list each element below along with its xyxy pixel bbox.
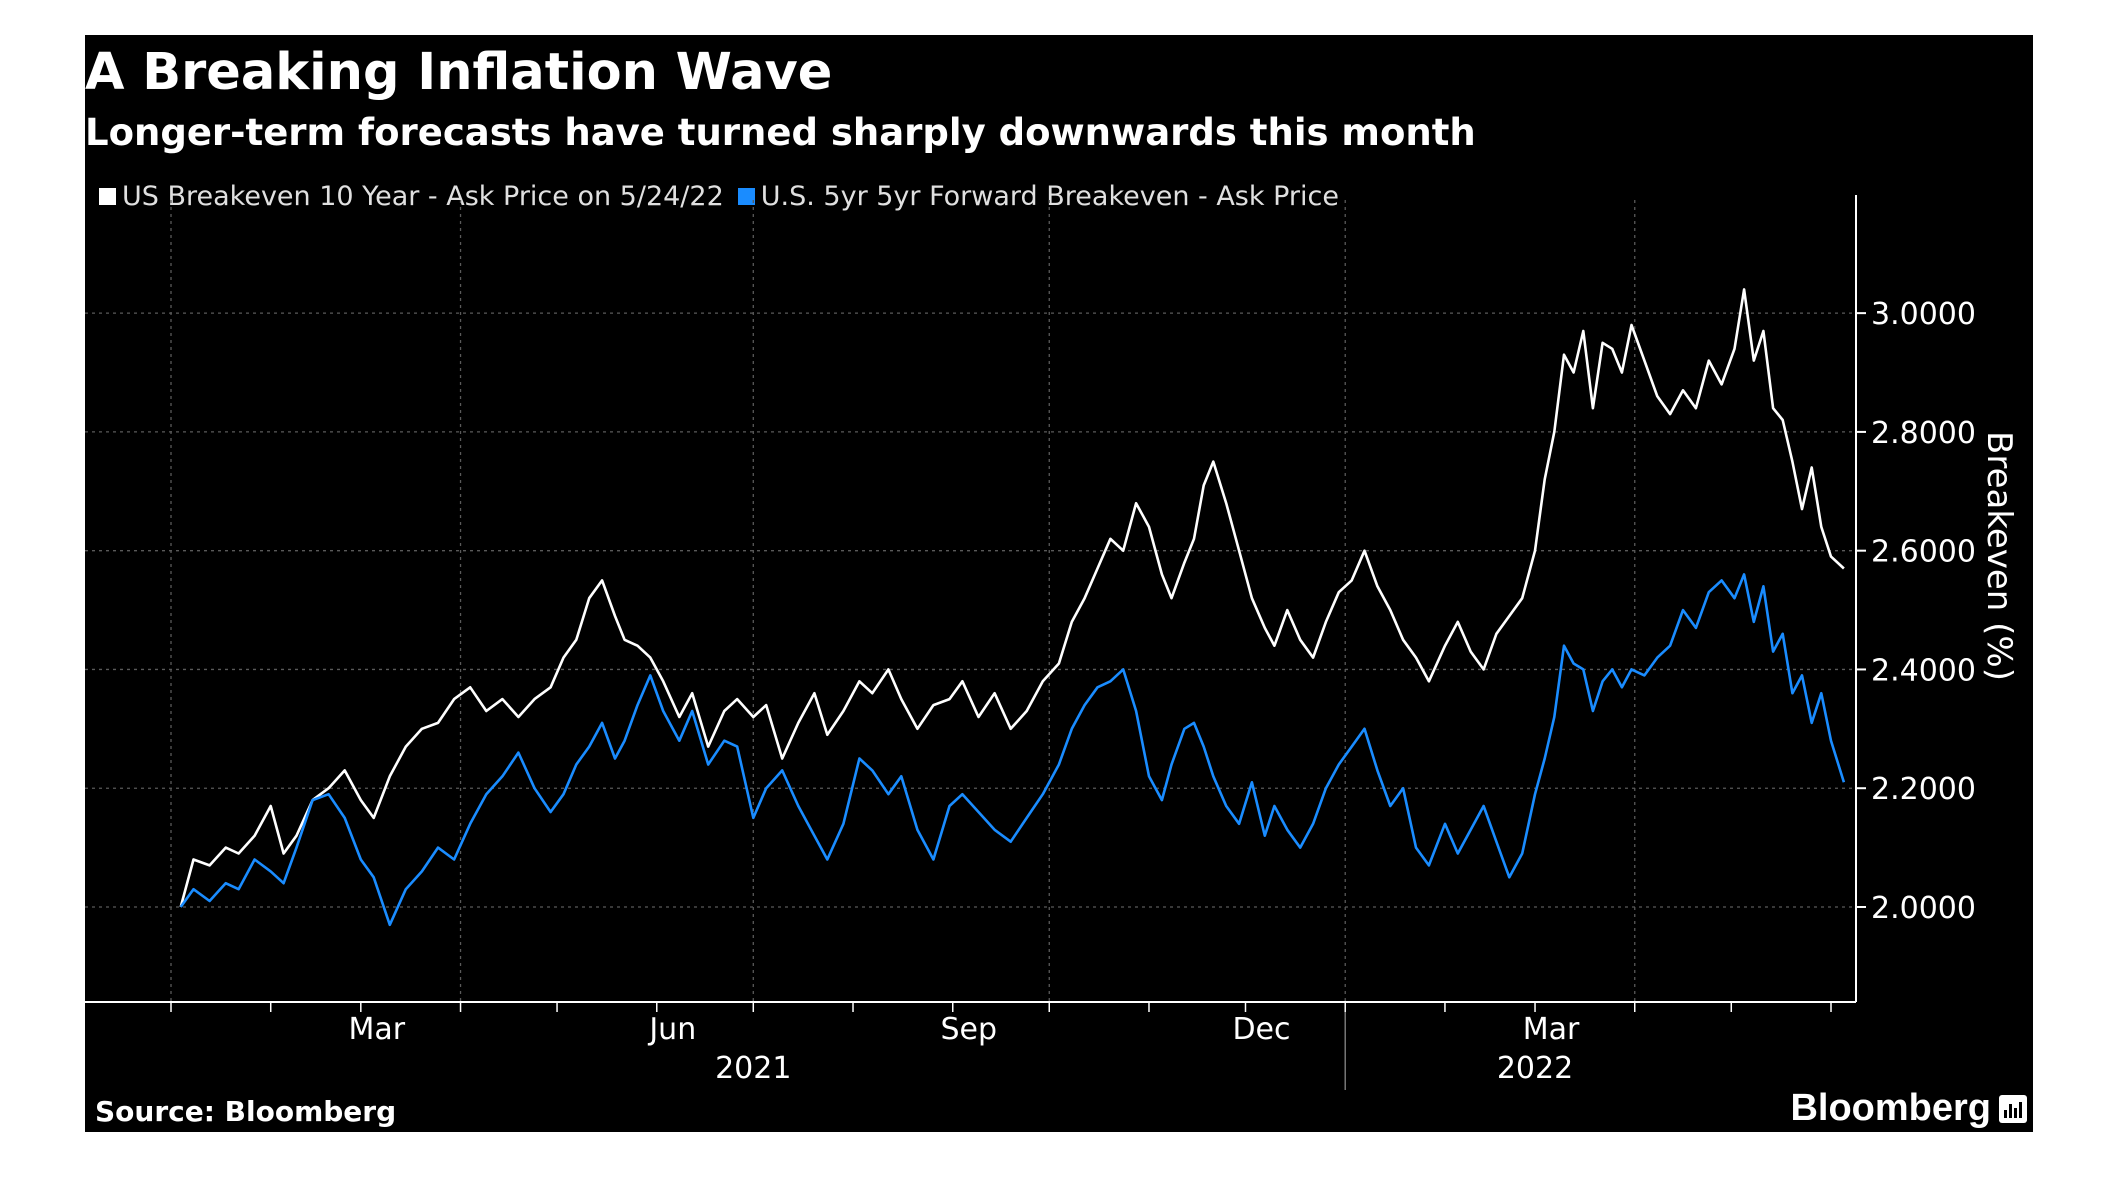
- bar-chart-icon: [1999, 1094, 2027, 1123]
- x-tick-label: Sep: [940, 1012, 997, 1047]
- chart-subtitle: Longer-term forecasts have turned sharpl…: [85, 111, 1476, 154]
- x-tick-label: Dec: [1232, 1012, 1290, 1047]
- y-tick-label: 2.2000: [1871, 772, 1976, 807]
- series-line-breakeven-10y: [179, 288, 1845, 908]
- y-tick-labels: 3.0000 2.8000 2.6000 2.4000 2.2000 2.0000: [1871, 297, 1976, 926]
- brand-text: Bloomberg: [1790, 1087, 1991, 1129]
- y-tick-label: 2.6000: [1871, 535, 1976, 570]
- chart-panel: A Breaking Inflation Wave Longer-term fo…: [85, 35, 2033, 1132]
- legend-swatch-blue: [737, 188, 755, 205]
- bloomberg-logo: Bloomberg: [1790, 1087, 2027, 1130]
- x-tick-label: Mar: [349, 1012, 406, 1047]
- grid-lines: [85, 200, 1866, 1090]
- x-year-label: 2022: [1497, 1051, 1573, 1086]
- axes: [85, 195, 1857, 1003]
- y-tick-label: 2.8000: [1871, 416, 1976, 451]
- y-tick-label: 2.4000: [1871, 653, 1976, 688]
- legend-label-breakeven-10y: US Breakeven 10 Year - Ask Price on 5/24…: [122, 181, 724, 212]
- x-tick-labels: Mar Jun Sep Dec Mar 2021 2022: [349, 1012, 1580, 1086]
- series-line-5y5y-forward: [179, 573, 1846, 927]
- x-tick-label: Mar: [1523, 1012, 1580, 1047]
- series-lines: [179, 288, 1846, 927]
- chart-title: A Breaking Inflation Wave: [85, 43, 833, 102]
- y-tick-label: 2.0000: [1871, 891, 1976, 926]
- legend-swatch-white: [99, 188, 116, 205]
- line-chart: 3.0000 2.8000 2.6000 2.4000 2.2000 2.0000 Mar…: [85, 195, 2019, 1090]
- source-note: Source: Bloomberg: [95, 1095, 397, 1128]
- legend-item-breakeven-10y: US Breakeven 10 Year - Ask Price on 5/24…: [99, 181, 724, 212]
- x-year-label: 2021: [715, 1051, 791, 1086]
- y-tick-label: 3.0000: [1871, 297, 1976, 332]
- legend: US Breakeven 10 Year - Ask Price on 5/24…: [99, 181, 1353, 212]
- legend-label-5y5y-forward: U.S. 5yr 5yr Forward Breakeven - Ask Pri…: [760, 181, 1339, 212]
- x-tick-label: Jun: [647, 1012, 696, 1047]
- legend-item-5y5y-forward: U.S. 5yr 5yr Forward Breakeven - Ask Pri…: [737, 181, 1339, 212]
- y-axis-label: Breakeven (%): [1979, 431, 2019, 681]
